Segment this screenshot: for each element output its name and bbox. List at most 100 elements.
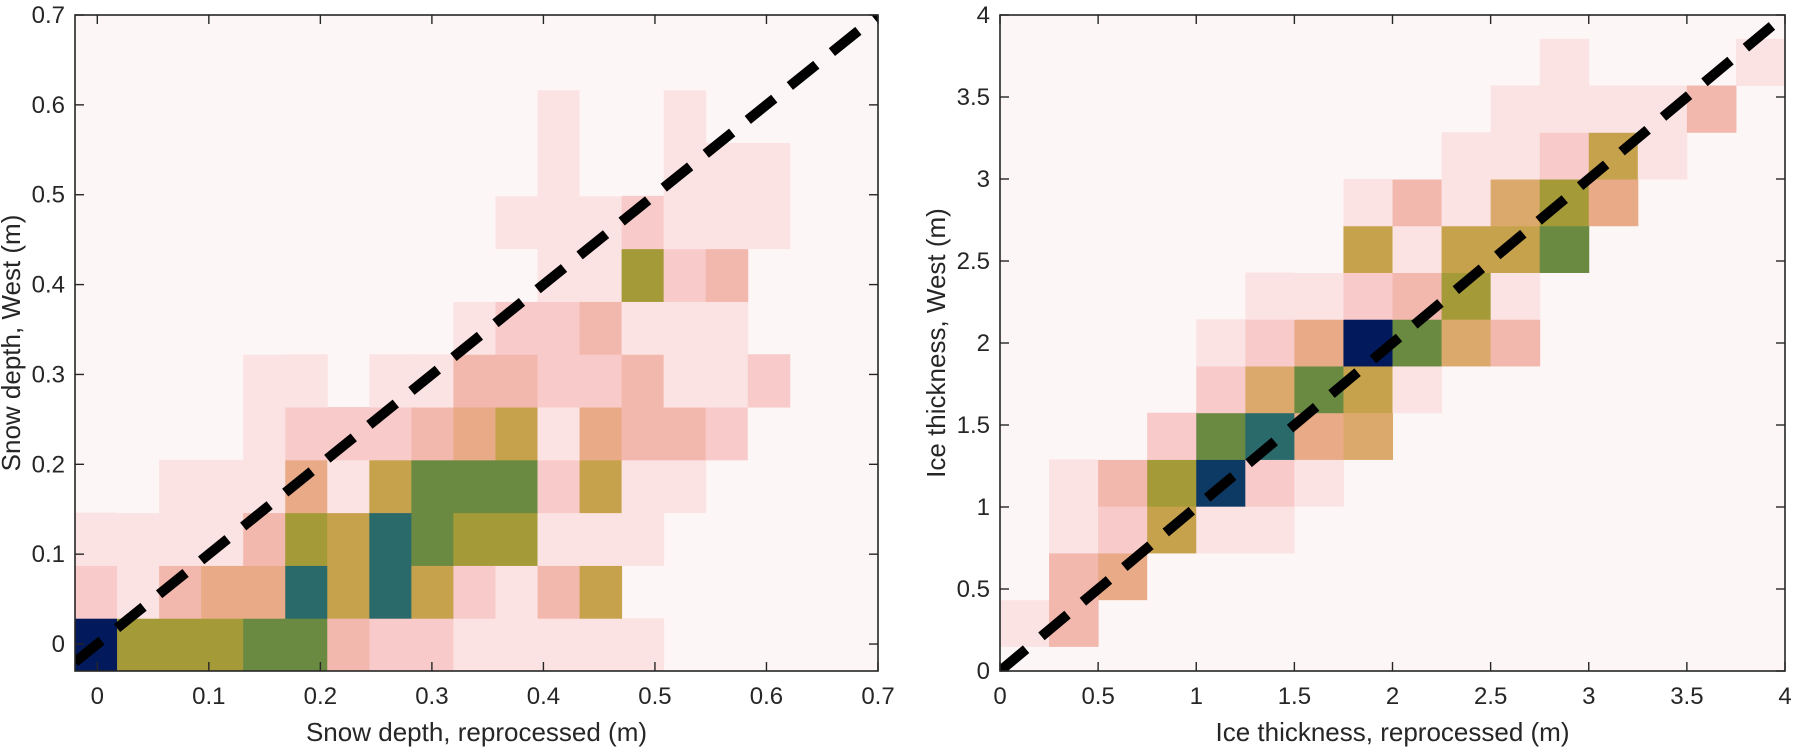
heatmap-cell (705, 354, 749, 408)
y-tick-label: 3 (977, 166, 990, 193)
heatmap-cell (1441, 132, 1492, 180)
heatmap-cell (705, 248, 749, 302)
y-tick-label: 2.5 (957, 248, 990, 275)
x-tick-label: 0.2 (304, 683, 337, 710)
heatmap-cell (495, 618, 539, 671)
heatmap-cell (495, 90, 539, 144)
y-tick-label: 0.3 (32, 361, 65, 388)
snow-depth-axes-box (74, 14, 879, 672)
heatmap-cell (369, 512, 412, 566)
heatmap-cell (537, 565, 581, 619)
heatmap-cell (285, 354, 328, 408)
heatmap-cell (1392, 225, 1443, 273)
x-tick-label: 1 (1190, 683, 1203, 710)
heatmap-cell (243, 301, 286, 355)
heatmap-cell (621, 90, 665, 144)
y-tick-label: 4 (977, 2, 990, 29)
y-tick-label: 0.6 (32, 92, 65, 119)
heatmap-cell (537, 195, 581, 250)
heatmap-cell (1049, 459, 1099, 507)
heatmap-cell (285, 512, 328, 566)
heatmap-cell (663, 90, 707, 144)
heatmap-cell (705, 301, 749, 355)
heatmap-cell (663, 459, 707, 514)
heatmap-cell (411, 195, 454, 250)
heatmap-cell (663, 354, 707, 408)
axes-box (74, 14, 879, 672)
heatmap-cell (327, 618, 370, 671)
heatmap-cell (453, 407, 496, 461)
heatmap-cell (411, 248, 454, 302)
heatmap-cell (495, 195, 539, 250)
heatmap-cell (1196, 365, 1246, 414)
heatmap-cell (537, 407, 581, 461)
heatmap-cell (1294, 225, 1344, 273)
heatmap-cell (201, 354, 244, 408)
heatmap-cell (327, 459, 370, 514)
heatmap-cell (369, 565, 412, 619)
heatmap-cell (1588, 179, 1639, 227)
heatmap-cell (1147, 552, 1197, 601)
heatmap-cell (1098, 459, 1148, 507)
x-tick-label: 0.5 (1081, 683, 1114, 710)
snow-depth-heatmap-cells (75, 15, 878, 671)
heatmap-cell (453, 248, 496, 302)
heatmap-cell (579, 565, 623, 619)
heatmap-cell (1245, 319, 1295, 367)
y-tick-label: 2 (977, 330, 990, 357)
heatmap-cell (1196, 412, 1246, 460)
x-tick-label: 0.5 (638, 683, 671, 710)
heatmap-cell (621, 248, 665, 302)
heatmap-cell (663, 195, 707, 250)
heatmap-cell (1294, 272, 1344, 320)
heatmap-cell (1441, 319, 1492, 367)
heatmap-cell (621, 618, 665, 671)
heatmap-cell (495, 248, 539, 302)
heatmap-cell (201, 459, 244, 514)
heatmap-cell (579, 248, 623, 302)
ice-thickness-panel: 0 0.5 1 1.5 2 2.5 3 3.5 4 0 0.5 1 1.5 2 2.5 3 3.5 4 Ice … (921, 2, 1792, 747)
heatmap-cell (495, 407, 539, 461)
snow-depth-y-axis-label: Snow depth, West (m) (0, 215, 26, 472)
x-tick-label: 0.7 (861, 683, 894, 710)
x-tick-label: 2.5 (1474, 683, 1507, 710)
heatmap-cell (1392, 179, 1443, 227)
heatmap-cell (537, 143, 581, 197)
heatmap-cell (1392, 365, 1443, 414)
heatmap-cell (453, 512, 496, 566)
heatmap-cell (705, 195, 749, 250)
heatmap-cell (411, 407, 454, 461)
x-tick-label: 1.5 (1278, 683, 1311, 710)
x-tick-label: 0.6 (750, 683, 783, 710)
heatmap-cell (537, 90, 581, 144)
heatmap-cell (1539, 85, 1590, 133)
heatmap-cell (117, 459, 160, 514)
heatmap-cell (369, 195, 412, 250)
heatmap-cell (621, 301, 665, 355)
heatmap-cell (453, 354, 496, 408)
one-to-one-dashed-line (75, 15, 878, 666)
heatmap-cell (1343, 179, 1393, 227)
heatmap-cell (411, 512, 454, 566)
heatmap-cell (579, 618, 623, 671)
heatmap-cell (1441, 225, 1492, 273)
heatmap-cell (411, 618, 454, 671)
heatmap-cell (1049, 506, 1099, 554)
heatmap-cell (117, 512, 160, 566)
heatmap-cell (621, 407, 665, 461)
heatmap-cell (1098, 412, 1148, 460)
heatmap-cell (747, 143, 791, 197)
heatmap-cell (1343, 412, 1393, 460)
heatmap-cell (495, 512, 539, 566)
heatmap-cell (1490, 179, 1541, 227)
heatmap-cell (1490, 132, 1541, 180)
y-tick-label: 0.1 (32, 541, 65, 568)
heatmap-cell (1539, 225, 1590, 273)
heatmap-cell (411, 565, 454, 619)
heatmap-cell (1294, 459, 1344, 507)
heatmap-cell (1245, 272, 1295, 320)
heatmap-cell (243, 565, 286, 619)
heatmap-cell (537, 459, 581, 514)
heatmap-cell (159, 459, 202, 514)
